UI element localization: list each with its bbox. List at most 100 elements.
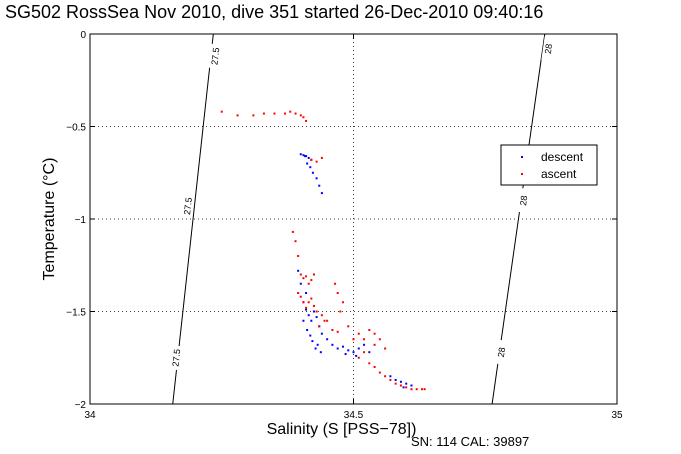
ascent-point (299, 295, 302, 298)
y-tick-label: −0.5 (66, 123, 86, 134)
descent-point (389, 375, 392, 378)
isopycnal-label: 27.5 (209, 47, 221, 66)
descent-point (331, 343, 334, 346)
ascent-point (415, 388, 418, 391)
descent-point (304, 155, 307, 158)
ascent-point (339, 310, 342, 313)
descent-point (357, 347, 360, 350)
isopycnal-label-bg (494, 339, 508, 365)
ascent-point (236, 114, 239, 117)
ascent-point (252, 114, 255, 117)
descent-point (297, 269, 300, 272)
data-points (220, 110, 426, 391)
isopycnal-label: 28 (518, 195, 529, 206)
y-tick-label: 0 (80, 30, 86, 41)
ascent-point (336, 292, 339, 294)
x-tick-label: 35 (611, 410, 623, 421)
ascent-point (307, 301, 310, 304)
ascent-point (326, 319, 329, 322)
descent-point (319, 351, 322, 354)
ascent-point (307, 282, 310, 285)
isopycnal-label-bg (516, 187, 530, 214)
ascent-point (320, 314, 323, 317)
calibration-note: SN: 114 CAL: 39897 (411, 434, 529, 449)
ascent-point (357, 332, 360, 335)
descent-point (302, 154, 305, 157)
ascent-point (291, 230, 294, 233)
ascent-point (336, 330, 339, 333)
x-tick-label: 34.5 (344, 410, 364, 421)
ascent-point (283, 112, 286, 115)
descent-point (299, 153, 302, 156)
descent-point (307, 156, 310, 159)
isopycnal-label-bg (541, 36, 555, 62)
ascent-point (315, 160, 318, 163)
ascent-point (357, 356, 360, 359)
isopycnal-label: 28 (543, 43, 554, 54)
descent-point (307, 314, 310, 317)
y-axis-label: Temperature (°C) (41, 158, 58, 281)
axis-ticks: 34 34.5 35 0 −0.5 −1 −1.5 −2 (66, 30, 623, 421)
ascent-point (421, 388, 424, 391)
isopycnal-label: 28 (496, 347, 507, 358)
ascent-point (384, 347, 387, 350)
isopycnal-label: 27.5 (182, 197, 194, 216)
descent-point (314, 347, 317, 350)
ascent-point (297, 292, 300, 294)
ascent-point (310, 279, 313, 282)
descent-point (306, 162, 309, 165)
descent-point (402, 386, 405, 389)
descent-point (315, 177, 318, 180)
descent-point (309, 166, 312, 169)
descent-point (347, 349, 350, 352)
ascent-point (423, 388, 426, 391)
ascent-point (315, 310, 318, 313)
ascent-point (352, 338, 355, 341)
descent-point (318, 184, 321, 187)
ascent-point (368, 329, 371, 331)
ascent-point (394, 382, 397, 385)
y-tick-label: −1 (75, 215, 87, 226)
descent-point (341, 345, 344, 348)
descent-point (315, 316, 318, 319)
ascent-point (299, 114, 302, 117)
ascent-point (305, 275, 308, 278)
ascent-point (289, 110, 292, 113)
ascent-point (347, 325, 350, 328)
ascent-legend-marker (521, 173, 523, 175)
ascent-point (310, 297, 313, 300)
ascent-point (373, 366, 376, 368)
ascent-point (378, 338, 381, 341)
ascent-point (273, 112, 276, 115)
ascent-point (378, 371, 381, 374)
descent-point (320, 332, 323, 335)
isopycnal-line (172, 33, 214, 405)
descent-point (302, 319, 305, 322)
descent-point (316, 343, 319, 346)
isopycnal-contours: 27.5 27.5 27.5 28 28 28 (169, 33, 555, 405)
grid (90, 34, 617, 404)
ascent-point (299, 273, 302, 276)
x-tick-label: 34 (84, 410, 96, 421)
ascent-point (320, 156, 323, 159)
ascent-point (294, 240, 297, 243)
descent-point (405, 382, 408, 385)
legend-box (500, 144, 598, 186)
descent-point (309, 334, 312, 337)
ascent-point (305, 306, 308, 309)
ascent-point (220, 110, 223, 113)
isopycnal-label-bg (181, 193, 194, 219)
descent-point (352, 351, 355, 354)
descent-point (355, 354, 358, 357)
chart-title: SG502 RossSea Nov 2010, dive 351 started… (0, 2, 681, 23)
ascent-point (318, 325, 321, 328)
descent-point (399, 380, 402, 383)
descent-point (312, 310, 315, 313)
x-axis-label: Salinity (S [PSS−78]) (267, 421, 417, 438)
ascent-point (410, 388, 413, 391)
ascent-point (297, 255, 300, 257)
ascent-point (312, 304, 315, 307)
isopycnal-label: 27.5 (170, 349, 182, 368)
